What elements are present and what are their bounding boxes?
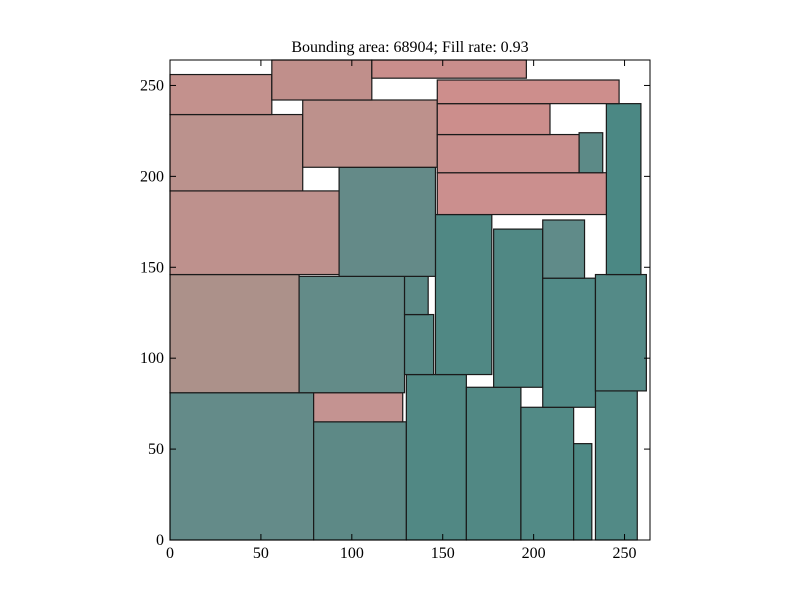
packed-rect-4 [405, 373, 467, 541]
packed-rect-5 [465, 386, 522, 541]
packed-rect-20 [338, 166, 437, 277]
packed-rect-11 [403, 313, 435, 376]
x-tick-label-50: 50 [253, 545, 269, 562]
y-tick-label-150: 150 [140, 259, 164, 276]
packed-rect-10 [298, 275, 406, 394]
packed-rect-23 [302, 99, 438, 168]
packed-rect-28 [169, 73, 273, 116]
x-tick-label-200: 200 [522, 545, 546, 562]
y-tick-label-200: 200 [140, 168, 164, 185]
packed-rect-1 [169, 392, 315, 541]
packed-rect-18 [605, 103, 642, 276]
packed-rect-17 [594, 273, 647, 392]
packed-rect-22 [169, 113, 304, 192]
packed-rect-27 [436, 79, 620, 105]
axes-frame [169, 59, 651, 541]
packed-rect-30 [371, 59, 527, 79]
packed-rect-25 [578, 132, 604, 174]
packed-rect-6 [520, 406, 575, 541]
rectangles-layer [169, 59, 647, 541]
packed-rect-24 [436, 133, 580, 174]
packed-rect-14 [493, 228, 544, 388]
packed-rect-7 [573, 443, 593, 541]
packed-rect-2 [313, 421, 407, 541]
packed-rect-19 [169, 190, 340, 276]
packed-rect-9 [169, 273, 300, 394]
x-tick-label-100: 100 [340, 545, 364, 562]
y-tick-label-250: 250 [140, 77, 164, 94]
x-tick-label-250: 250 [613, 545, 637, 562]
packed-rect-21 [436, 172, 607, 216]
packed-rect-15 [542, 277, 597, 408]
y-tick-label-0: 0 [156, 532, 164, 549]
y-tick-label-50: 50 [148, 441, 164, 458]
x-tick-label-0: 0 [166, 545, 174, 562]
packed-rect-16 [542, 219, 586, 279]
packed-rect-13 [434, 213, 493, 376]
packed-rect-8 [594, 390, 638, 541]
packed-rect-26 [436, 103, 551, 136]
y-tick-label-100: 100 [140, 350, 164, 367]
packed-rect-3 [313, 392, 404, 423]
chart-title: Bounding area: 68904; Fill rate: 0.93 [291, 39, 528, 56]
packed-rect-29 [271, 59, 373, 101]
x-tick-label-150: 150 [431, 545, 455, 562]
packed-rect-12 [403, 275, 429, 316]
ticks-layer: 0 50 100 150 200 250 0 50 100 150 200 250 [140, 60, 650, 562]
